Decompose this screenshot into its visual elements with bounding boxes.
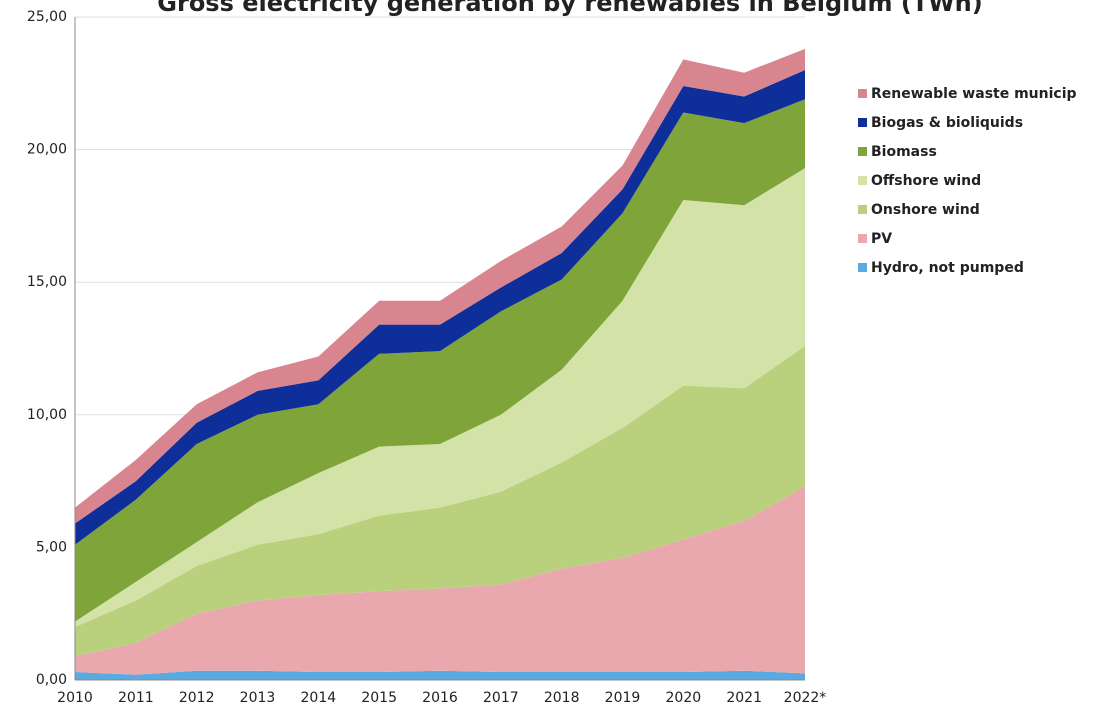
y-tick-label: 15,00: [27, 274, 67, 290]
area: [75, 48, 805, 524]
legend-swatch: [858, 118, 867, 127]
x-tick-label: 2018: [544, 690, 580, 706]
legend-swatch: [858, 89, 867, 98]
x-tick-label: 2015: [361, 690, 397, 706]
x-tick-label: 2013: [240, 690, 276, 706]
area: [75, 99, 805, 622]
y-tick-label: 5,00: [36, 539, 67, 555]
y-tick-label: 10,00: [27, 407, 67, 423]
x-tick-label: 2011: [118, 690, 154, 706]
area: [75, 670, 805, 680]
legend-swatch: [858, 147, 867, 156]
legend-label: Offshore wind: [871, 173, 981, 189]
x-tick-label: 2010: [57, 690, 93, 706]
legend-swatch: [858, 234, 867, 243]
legend-label: Biogas & bioliquids: [871, 115, 1023, 131]
legend-label: PV: [871, 231, 892, 247]
area: [75, 486, 805, 675]
legend-label: Hydro, not pumped: [871, 260, 1024, 276]
area: [75, 168, 805, 627]
legend-label: Renewable waste municip: [871, 86, 1077, 102]
area: [75, 345, 805, 657]
x-tick-label: 2019: [605, 690, 641, 706]
legend-label: Biomass: [871, 144, 937, 160]
legend-label: Onshore wind: [871, 202, 980, 218]
y-tick-label: 0,00: [36, 672, 67, 688]
x-tick-label: 2014: [301, 690, 337, 706]
legend-swatch: [858, 263, 867, 272]
y-tick-label: 25,00: [27, 9, 67, 25]
x-tick-label: 2022*: [784, 690, 827, 706]
x-tick-label: 2016: [422, 690, 458, 706]
legend-swatch: [858, 176, 867, 185]
x-tick-label: 2017: [483, 690, 519, 706]
x-tick-label: 2012: [179, 690, 215, 706]
area: [75, 70, 805, 545]
legend-swatch: [858, 205, 867, 214]
x-tick-label: 2020: [666, 690, 702, 706]
chart-title: Gross electricity generation by renewabl…: [157, 0, 982, 17]
y-tick-label: 20,00: [27, 142, 67, 158]
x-tick-label: 2021: [726, 690, 762, 706]
